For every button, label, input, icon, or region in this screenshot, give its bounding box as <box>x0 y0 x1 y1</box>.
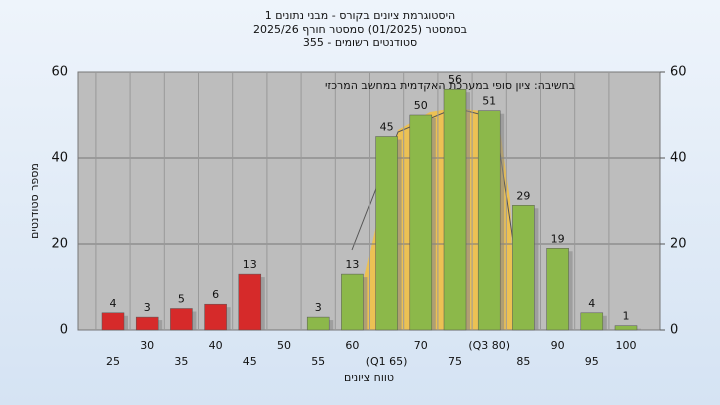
value-label: 29 <box>516 189 530 202</box>
bar <box>170 308 193 331</box>
value-label: 13 <box>243 258 257 271</box>
x-tick-label: 90 <box>551 339 565 352</box>
y-tick-label: 20 <box>51 237 68 252</box>
chart-title: היסטוגרמת ציונים בקורס - מבני נתונים 1 <box>265 9 455 22</box>
x-tick-label: 55 <box>311 355 325 368</box>
y-tick-label: 0 <box>60 323 68 338</box>
x-tick-label: 40 <box>209 339 223 352</box>
y-tick-label: 60 <box>51 65 68 80</box>
bar <box>341 273 364 331</box>
bar <box>580 312 604 331</box>
subtitle: סטודנטים רשומים - 355 <box>303 36 417 49</box>
value-label: 6 <box>212 288 219 301</box>
y2-tick-label: 40 <box>670 151 687 166</box>
x-tick-label: 30 <box>140 339 154 352</box>
bar <box>546 248 569 331</box>
bar <box>101 312 125 331</box>
x-tick-label: (Q1 65) <box>366 355 408 368</box>
bar <box>306 316 330 331</box>
bar <box>204 303 227 331</box>
value-label: 56 <box>448 73 462 86</box>
subtitle: בסמסטר (01/2025) סמסטר חורף 2025/26 <box>253 23 467 36</box>
bar <box>375 136 398 331</box>
value-label: 3 <box>144 301 151 314</box>
value-label: 4 <box>588 297 595 310</box>
value-label: 4 <box>110 297 117 310</box>
x-tick-label: 75 <box>448 355 462 368</box>
x-tick-label: 95 <box>585 355 599 368</box>
x-tick-label: (Q3 80) <box>468 339 510 352</box>
x-tick-label: 60 <box>345 339 359 352</box>
x-axis-label: טווח ציונים <box>344 371 394 384</box>
x-tick-label: 45 <box>243 355 257 368</box>
x-tick-label: 70 <box>414 339 428 352</box>
x-tick-label: 50 <box>277 339 291 352</box>
value-label: 45 <box>380 121 394 134</box>
value-label: 13 <box>345 258 359 271</box>
y2-tick-label: 0 <box>670 323 678 338</box>
value-label: 50 <box>414 99 428 112</box>
bar <box>443 88 467 331</box>
x-tick-label: 100 <box>616 339 637 352</box>
x-tick-label: 35 <box>174 355 188 368</box>
value-label: 1 <box>623 310 630 323</box>
x-tick-label: 85 <box>516 355 530 368</box>
value-label: 51 <box>482 95 496 108</box>
bar <box>614 325 638 331</box>
value-label: 3 <box>315 301 322 314</box>
bar <box>135 316 159 331</box>
value-label: 19 <box>551 232 565 245</box>
bar <box>238 273 262 331</box>
bar <box>409 114 433 331</box>
bar <box>512 205 535 331</box>
y-axis-label: מספר סטודנטים <box>28 163 41 239</box>
x-tick-label: 25 <box>106 355 120 368</box>
value-label: 5 <box>178 293 185 306</box>
annotation: בחשיבה: ציון סופי במערכת האקדמית במחשב ה… <box>325 79 575 92</box>
bar <box>477 110 501 331</box>
y2-tick-label: 60 <box>670 65 687 80</box>
y-tick-label: 40 <box>51 151 68 166</box>
y2-tick-label: 20 <box>670 237 687 252</box>
